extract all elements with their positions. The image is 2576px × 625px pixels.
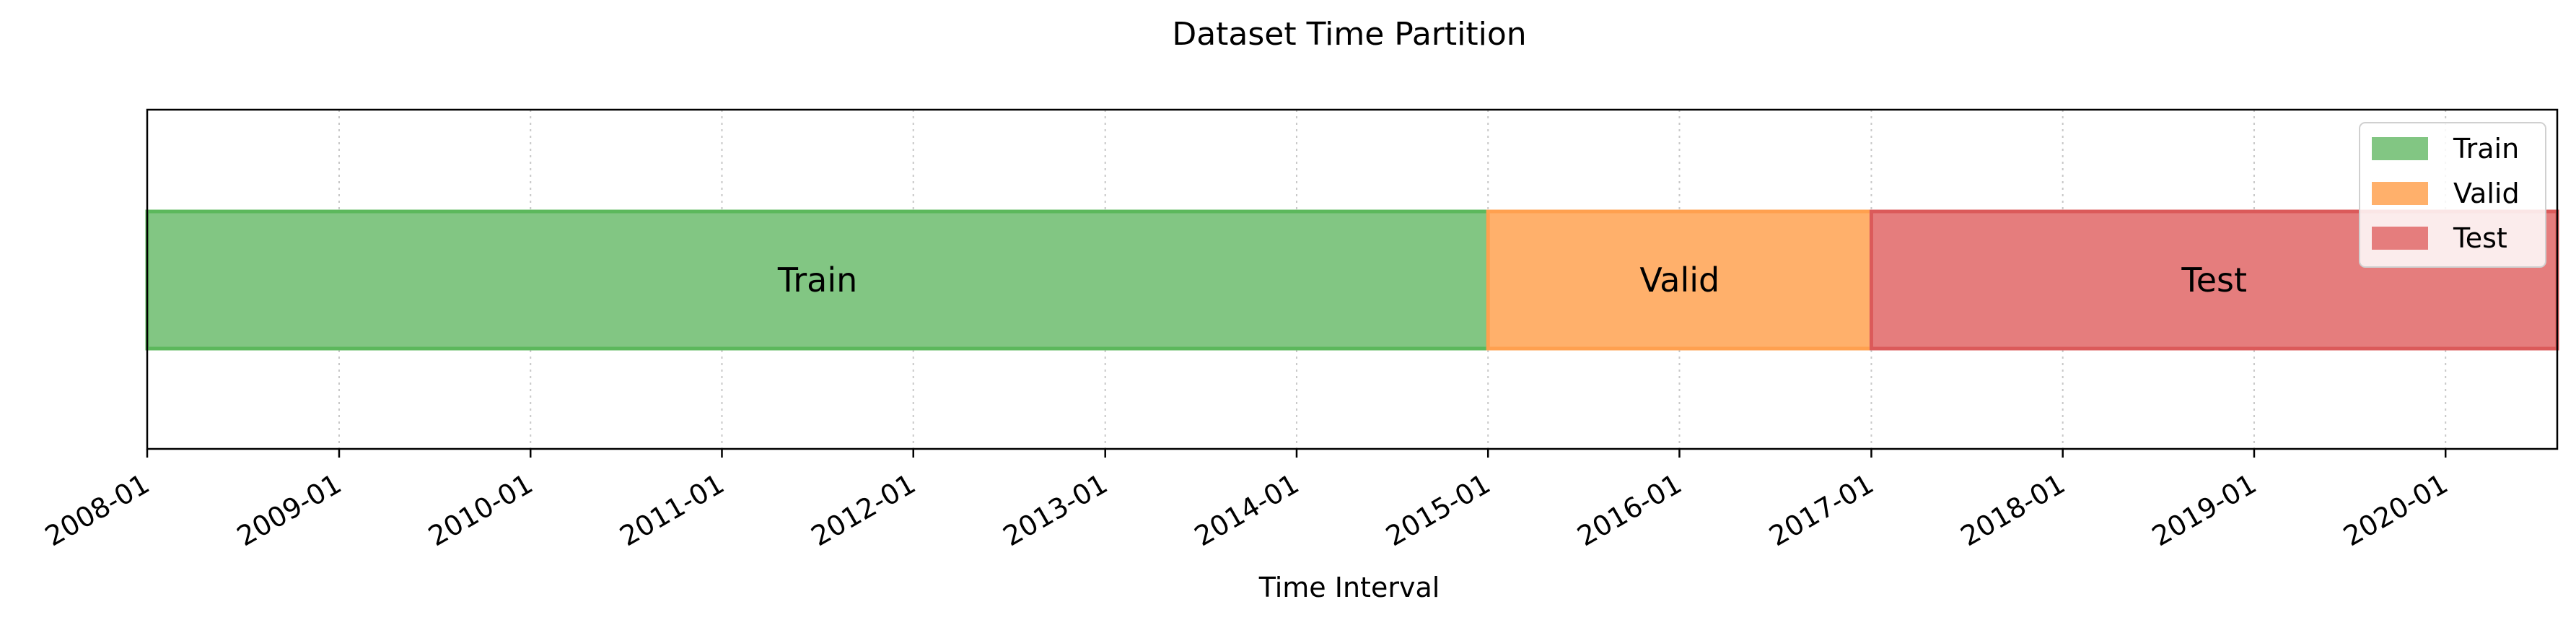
- legend-swatch-valid: [2372, 182, 2428, 205]
- x-tick-label: 2012-01: [806, 468, 921, 552]
- x-tick-label: 2011-01: [614, 468, 730, 552]
- legend-label-test: Test: [2453, 222, 2507, 254]
- x-tick-label: 2016-01: [1572, 468, 1687, 552]
- x-tick-label: 2017-01: [1764, 468, 1879, 552]
- x-tick-label: 2013-01: [998, 468, 1113, 552]
- legend-label-valid: Valid: [2453, 178, 2520, 209]
- bar-label-train: Train: [777, 261, 857, 300]
- x-tick-label: 2019-01: [2147, 468, 2262, 552]
- x-tick-label: 2020-01: [2338, 468, 2453, 552]
- x-tick-label: 2010-01: [423, 468, 538, 552]
- legend-label-train: Train: [2453, 133, 2519, 165]
- partition-labels: Train Valid Test: [777, 261, 2247, 300]
- x-axis-ticks: 2008-01 2009-01 2010-01 2011-01 2012-01 2013-…: [40, 449, 2453, 552]
- bar-label-test: Test: [2181, 261, 2247, 300]
- x-tick-label: 2009-01: [232, 468, 347, 552]
- bar-valid: [1486, 209, 1873, 351]
- x-tick-label: 2008-01: [40, 468, 155, 552]
- x-tick-label: 2015-01: [1380, 468, 1496, 552]
- x-tick-label: 2014-01: [1189, 468, 1305, 552]
- bar-train: [145, 209, 1490, 351]
- plot-frame: [146, 108, 2559, 450]
- x-axis-label: Time Interval: [1258, 572, 1440, 603]
- chart-title: Dataset Time Partition: [1172, 16, 1526, 53]
- partition-bars: [145, 209, 2559, 351]
- legend-swatch-train: [2372, 137, 2428, 160]
- legend-swatch-test: [2372, 227, 2428, 250]
- x-tick-label: 2018-01: [1955, 468, 2071, 552]
- legend: Train Valid Test: [2359, 122, 2546, 268]
- bar-label-valid: Valid: [1639, 261, 1719, 300]
